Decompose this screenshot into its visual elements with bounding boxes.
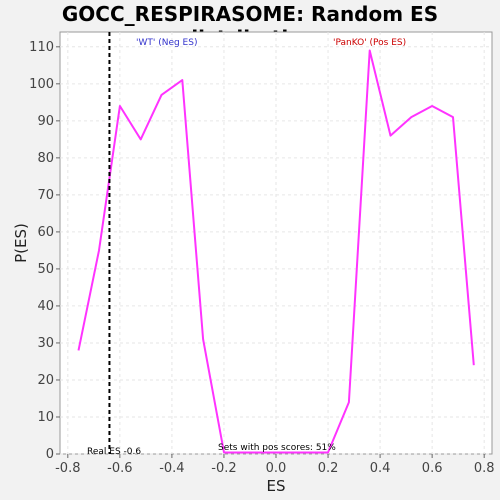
x-axis-label: ES [267,477,286,495]
x-tick-label: 0.0 [266,461,287,476]
grid [60,32,492,455]
y-tick-label: 20 [37,373,54,388]
x-tick-label: -0.4 [159,461,184,476]
x-tick-label: 0.8 [474,461,495,476]
series-line [77,49,475,454]
x-tick-label: 0.2 [318,461,339,476]
y-tick-label: 50 [37,262,54,277]
y-tick-label: 30 [37,336,54,351]
x-tick-label: 0.4 [370,461,391,476]
pos-es-label: 'PanKO' (Pos ES) [333,38,406,48]
neg-es-label: 'WT' (Neg ES) [136,38,197,48]
x-tick-label: -0.8 [55,461,80,476]
pos-scores-label: Sets with pos scores: 51% [218,443,336,453]
y-tick-label: 40 [37,299,54,314]
x-tick-label: 0.6 [422,461,443,476]
y-tick-label: 0 [46,447,54,462]
y-tick-label: 10 [37,410,54,425]
y-tick-label: 90 [37,114,54,129]
y-tick-label: 80 [37,151,54,166]
y-axis-label: P(ES) [12,223,30,263]
axes: 0 10 20 30 40 50 60 70 80 90 100 110 -0.8 -0.6 -0.4 -0.… [29,40,494,476]
y-tick-label: 60 [37,225,54,240]
x-tick-label: -0.6 [107,461,132,476]
y-tick-label: 100 [29,77,54,92]
annotations: 'WT' (Neg ES) 'PanKO' (Pos ES) Real ES -… [87,32,406,457]
real-es-label: Real ES -0.6 [87,447,141,457]
y-tick-label: 110 [29,40,54,55]
series-layer [77,49,475,454]
y-tick-label: 70 [37,188,54,203]
x-tick-label: -0.2 [211,461,236,476]
